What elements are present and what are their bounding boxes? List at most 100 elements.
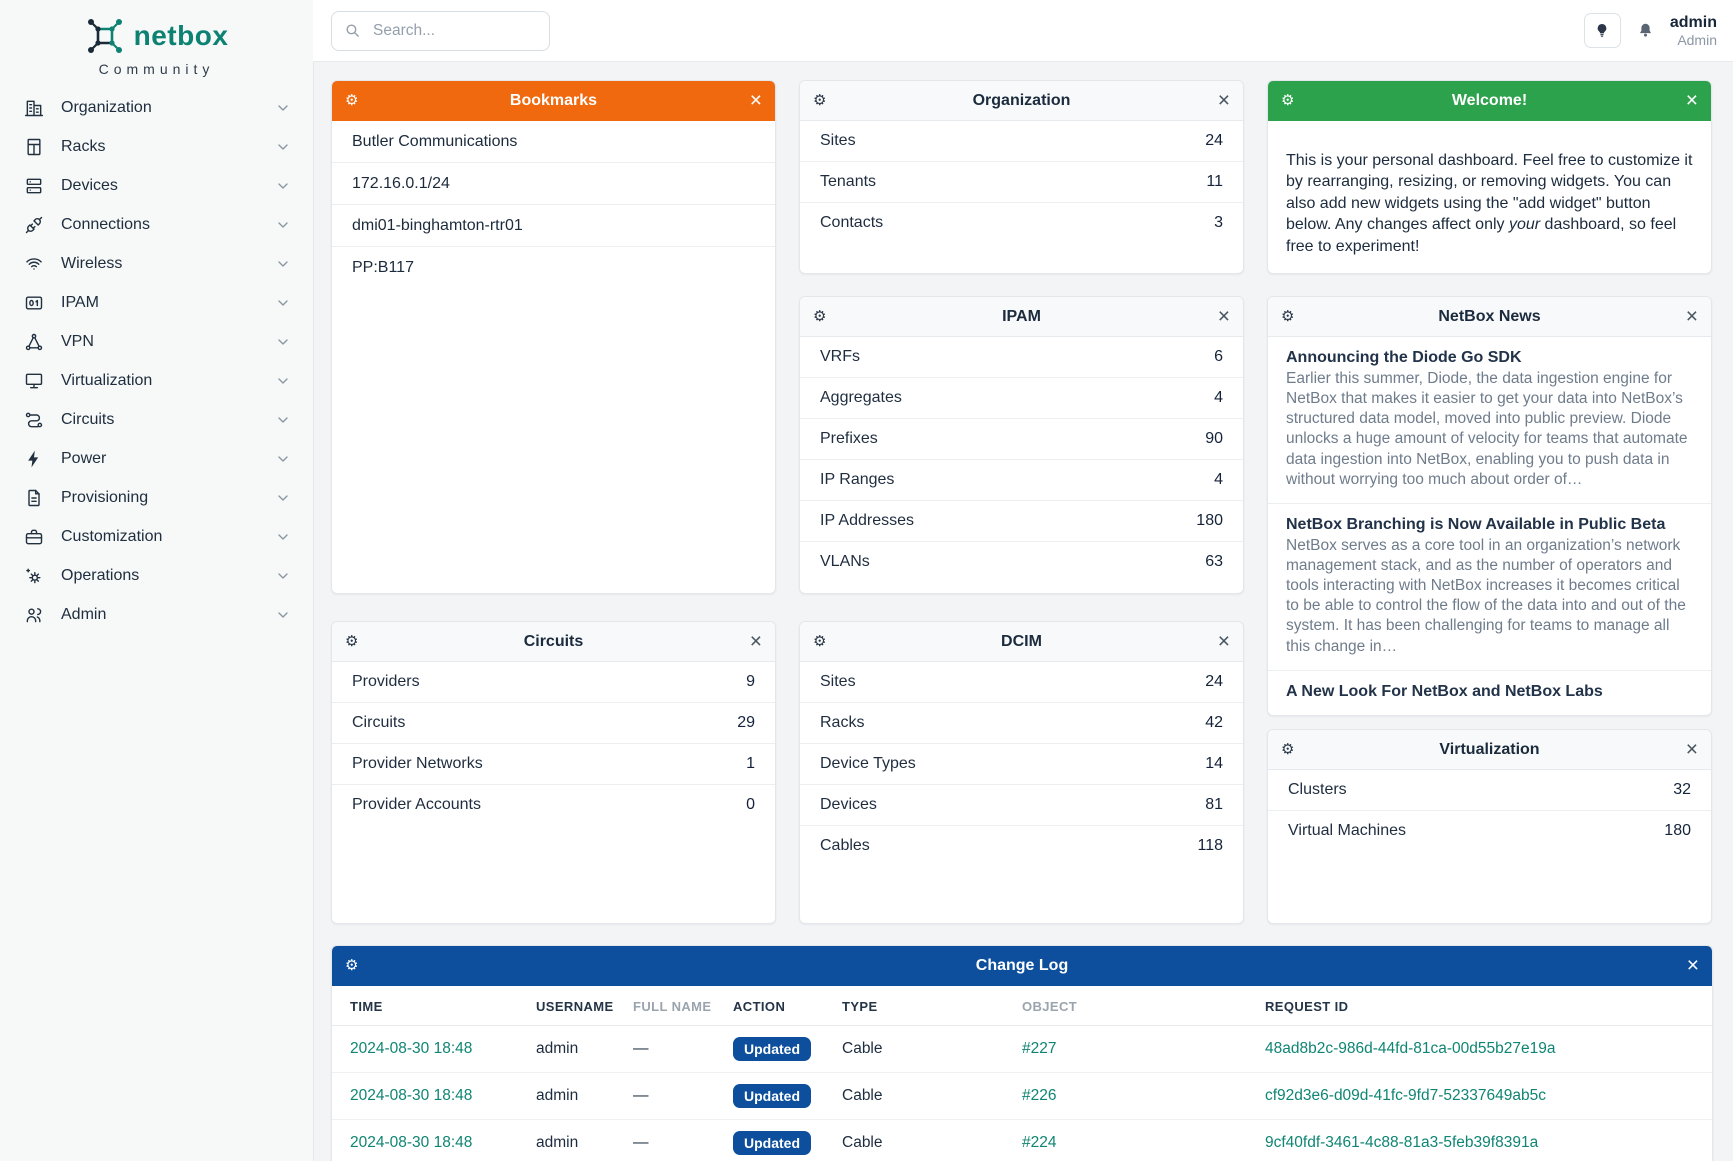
sidebar-item-organization[interactable]: Organization <box>0 88 313 127</box>
stat-label[interactable]: Tenants <box>820 173 877 190</box>
change-request-id-link[interactable]: cf92d3e6-d09d-41fc-9fd7-52337649ab5c <box>1265 1087 1546 1104</box>
sidebar-item-circuits[interactable]: Circuits <box>0 400 313 439</box>
bookmark-link[interactable]: Butler Communications <box>352 132 518 150</box>
sidebar-item-admin[interactable]: Admin <box>0 595 313 634</box>
welcome-text-part: This is your personal dashboard. Feel fr… <box>1286 152 1693 234</box>
stat-label[interactable]: Providers <box>352 673 420 690</box>
sidebar-item-label: Provisioning <box>61 488 149 506</box>
stat-label[interactable]: VRFs <box>820 348 860 365</box>
stat-label[interactable]: VLANs <box>820 553 870 570</box>
bookmark-link[interactable]: PP:B117 <box>332 246 775 288</box>
stat-label[interactable]: Devices <box>820 796 877 813</box>
stat-value[interactable]: 24 <box>1205 132 1223 149</box>
sidebar-item-customization[interactable]: Customization <box>0 517 313 556</box>
stat-label[interactable]: Sites <box>820 673 856 690</box>
widget-config-button[interactable]: ⚙ <box>345 93 365 108</box>
widget-close-button[interactable]: × <box>1210 306 1230 327</box>
stat-value[interactable]: 32 <box>1673 781 1691 798</box>
widget-config-button[interactable]: ⚙ <box>1281 93 1301 108</box>
widget-close-button[interactable]: × <box>742 631 762 652</box>
change-object-link[interactable]: #226 <box>1022 1087 1057 1104</box>
sidebar-item-devices[interactable]: Devices <box>0 166 313 205</box>
stat-value[interactable]: 0 <box>746 796 755 813</box>
stat-label[interactable]: Contacts <box>820 214 884 231</box>
stat-label[interactable]: Racks <box>820 714 865 731</box>
stat-label[interactable]: Provider Accounts <box>352 796 481 813</box>
stat-label[interactable]: Virtual Machines <box>1288 822 1406 839</box>
widget-config-button[interactable]: ⚙ <box>813 93 833 108</box>
sidebar-item-ipam[interactable]: IPAM <box>0 283 313 322</box>
stat-value[interactable]: 29 <box>737 714 755 731</box>
gear-icon: ⚙ <box>813 307 827 325</box>
widget-close-button[interactable]: × <box>742 90 762 111</box>
change-full-name: — <box>617 1072 717 1120</box>
stat-value[interactable]: 9 <box>746 673 755 690</box>
widget-close-button[interactable]: × <box>1678 90 1698 111</box>
widget-close-button[interactable]: × <box>1679 955 1699 976</box>
sidebar-item-wireless[interactable]: Wireless <box>0 244 313 283</box>
sidebar-item-power[interactable]: Power <box>0 439 313 478</box>
stat-value[interactable]: 4 <box>1214 471 1223 488</box>
sidebar-item-operations[interactable]: Operations <box>0 556 313 595</box>
sidebar-item-connections[interactable]: Connections <box>0 205 313 244</box>
change-full-name: — <box>633 1040 649 1057</box>
widget-config-button[interactable]: ⚙ <box>813 634 833 649</box>
stat-value[interactable]: 42 <box>1205 714 1223 731</box>
stat-value[interactable]: 6 <box>1214 348 1223 365</box>
stat-value[interactable]: 180 <box>1196 512 1223 529</box>
widget-config-button[interactable]: ⚙ <box>1281 742 1301 757</box>
widget-config-button[interactable]: ⚙ <box>1281 309 1301 324</box>
stat-value[interactable]: 14 <box>1205 755 1223 772</box>
user-menu[interactable]: admin Admin <box>1670 13 1717 49</box>
change-time-link[interactable]: 2024-08-30 18:48 <box>350 1040 473 1057</box>
stat-label[interactable]: Provider Networks <box>352 755 483 772</box>
stat-value[interactable]: 81 <box>1205 796 1223 813</box>
change-request-id-link[interactable]: 48ad8b2c-986d-44fd-81ca-00d55b27e19a <box>1265 1040 1556 1057</box>
widget-config-button[interactable]: ⚙ <box>813 309 833 324</box>
theme-toggle-button[interactable] <box>1583 12 1621 48</box>
stat-label[interactable]: Prefixes <box>820 430 878 447</box>
stat-label[interactable]: Cables <box>820 837 870 854</box>
bookmark-link[interactable]: dmi01-binghamton-rtr01 <box>332 204 775 246</box>
stat-value[interactable]: 63 <box>1205 553 1223 570</box>
change-object-link[interactable]: #224 <box>1022 1134 1057 1151</box>
stat-value[interactable]: 90 <box>1205 430 1223 447</box>
stat-label[interactable]: Device Types <box>820 755 916 772</box>
widget-close-button[interactable]: × <box>1678 306 1698 327</box>
news-headline-link[interactable]: Announcing the Diode Go SDK <box>1286 349 1522 366</box>
sidebar-item-virtualization[interactable]: Virtualization <box>0 361 313 400</box>
change-object-link[interactable]: #227 <box>1022 1040 1057 1057</box>
stat-value[interactable]: 24 <box>1205 673 1223 690</box>
search-input[interactable] <box>371 20 537 41</box>
search-box[interactable] <box>331 10 550 51</box>
widget-close-button[interactable]: × <box>1210 90 1230 111</box>
stat-label[interactable]: Clusters <box>1288 781 1347 798</box>
stat-value[interactable]: 1 <box>746 755 755 772</box>
stat-value[interactable]: 4 <box>1214 389 1223 406</box>
netbox-logo[interactable]: netbox <box>0 12 313 60</box>
stat-value[interactable]: 180 <box>1664 822 1691 839</box>
news-headline-link[interactable]: A New Look For NetBox and NetBox Labs <box>1286 682 1603 700</box>
bookmark-link[interactable]: 172.16.0.1/24 <box>332 162 775 204</box>
widget-close-button[interactable]: × <box>1210 631 1230 652</box>
wifi-icon <box>24 254 44 274</box>
change-time-link[interactable]: 2024-08-30 18:48 <box>350 1087 473 1104</box>
change-time-link[interactable]: 2024-08-30 18:48 <box>350 1134 473 1151</box>
sidebar-item-vpn[interactable]: VPN <box>0 322 313 361</box>
news-headline-link[interactable]: NetBox Branching is Now Available in Pub… <box>1286 515 1666 533</box>
stat-value[interactable]: 11 <box>1206 173 1223 190</box>
stat-value[interactable]: 118 <box>1197 837 1223 854</box>
widget-config-button[interactable]: ⚙ <box>345 958 365 973</box>
widget-close-button[interactable]: × <box>1678 739 1698 760</box>
stat-value[interactable]: 3 <box>1214 214 1223 231</box>
stat-label[interactable]: Sites <box>820 132 856 149</box>
stat-label[interactable]: Aggregates <box>820 389 902 406</box>
notifications-button[interactable] <box>1636 21 1655 40</box>
sidebar-item-racks[interactable]: Racks <box>0 127 313 166</box>
widget-config-button[interactable]: ⚙ <box>345 634 365 649</box>
stat-label[interactable]: Circuits <box>352 714 406 731</box>
stat-label[interactable]: IP Addresses <box>820 512 914 529</box>
change-request-id-link[interactable]: 9cf40fdf-3461-4c88-81a3-5feb39f8391a <box>1265 1134 1539 1151</box>
sidebar-item-provisioning[interactable]: Provisioning <box>0 478 313 517</box>
stat-label[interactable]: IP Ranges <box>820 471 895 488</box>
